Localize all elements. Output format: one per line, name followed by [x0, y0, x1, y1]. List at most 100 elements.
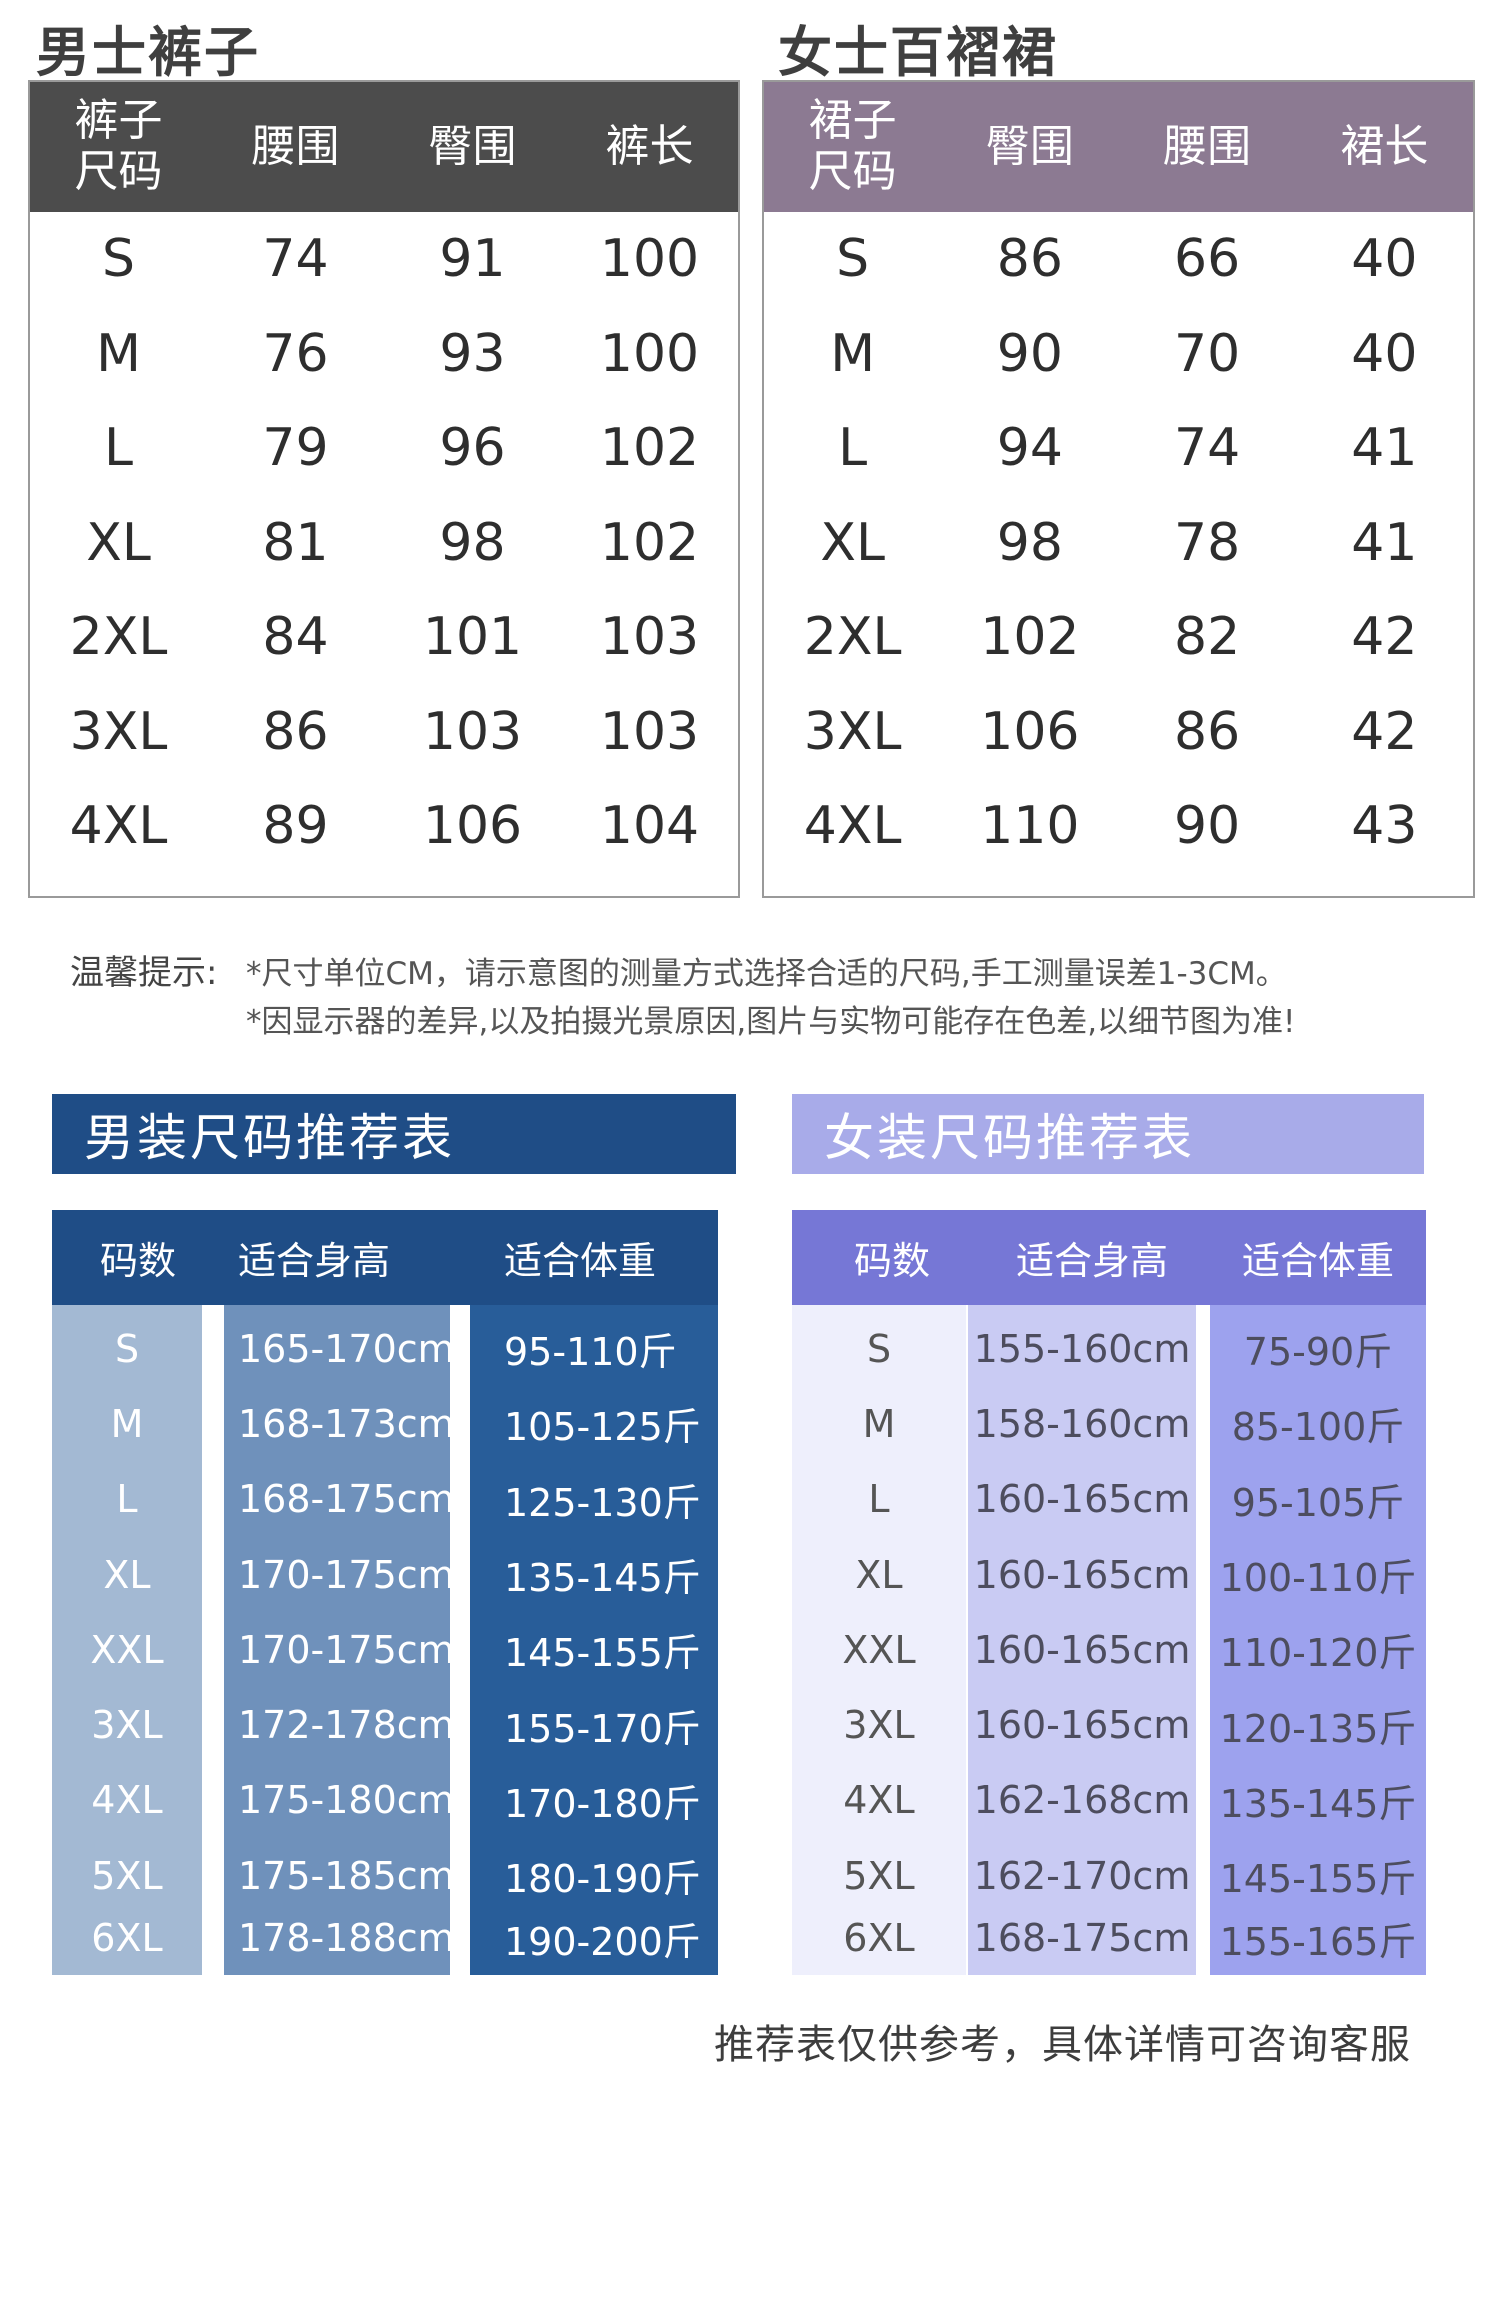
men-rec-size-cell: 6XL [91, 1916, 163, 1961]
women-rec-weight-cell: 155-165斤 [1219, 1919, 1417, 1964]
women-skirt-cell: 42 [1351, 607, 1418, 668]
women-rec-size-cell: XXL [842, 1627, 916, 1672]
men-rec-height-cell: 168-173cm [238, 1401, 455, 1446]
men-rec-weight-cell: 155-170斤 [504, 1706, 701, 1751]
men-pants-row: XL 81 98 102 [30, 496, 738, 591]
men-pants-chart-body: S 74 91 100 M 76 93 100 L 79 96 102 XL 81 98 102 2XL 84 10… [30, 212, 738, 874]
women-rec-weight-cell: 135-145斤 [1219, 1781, 1417, 1826]
women-skirt-cell: 43 [1351, 796, 1418, 857]
women-skirt-cell: 41 [1351, 512, 1418, 573]
men-pants-cell: 100 [599, 323, 700, 384]
men-rec-size-cell: 4XL [91, 1778, 163, 1823]
men-pants-cell: 103 [599, 701, 700, 762]
men-pants-cell: 84 [262, 607, 329, 668]
women-rec-weight-cell: 145-155斤 [1219, 1857, 1417, 1902]
men-pants-row: 4XL 89 106 104 [30, 779, 738, 874]
header-hip: 臀围 [985, 120, 1074, 172]
men-pants-cell: 102 [599, 418, 700, 479]
men-pants-cell: L [104, 418, 133, 479]
women-skirt-cell: 82 [1174, 607, 1241, 668]
women-rec-size-column: S M L XL XXL 3XL 4XL 5XL 6XL [792, 1305, 966, 1975]
tips-line2: *因显示器的差异,以及拍摄光景原因,图片与实物可能存在色差,以细节图为准! [246, 1004, 1296, 1040]
header-waist: 腰围 [251, 120, 340, 172]
men-rec-weight-cell: 190-200斤 [504, 1919, 701, 1964]
women-rec-size-cell: 5XL [843, 1853, 915, 1898]
men-rec-height-cell: 175-180cm [238, 1778, 455, 1823]
women-skirt-row: 2XL 102 82 42 [764, 590, 1473, 685]
men-pants-cell: 74 [262, 229, 329, 290]
women-rec-header-weight: 适合体重 [1241, 1239, 1394, 1283]
women-rec-weight-cell: 110-120斤 [1219, 1631, 1417, 1676]
men-rec-weight-cell: 145-155斤 [504, 1631, 701, 1676]
women-skirt-cell: 40 [1351, 323, 1418, 384]
men-pants-cell: S [101, 229, 135, 290]
men-rec-size-cell: L [116, 1477, 138, 1522]
women-rec-height-cell: 162-168cm [973, 1778, 1191, 1823]
men-rec-header-weight: 适合体重 [504, 1239, 657, 1283]
men-rec-height-cell: 170-175cm [238, 1552, 455, 1597]
men-rec-size-column: S M L XL XXL 3XL 4XL 5XL 6XL [52, 1305, 202, 1975]
men-pants-cell: 102 [599, 512, 700, 573]
header-size: 裤子 尺码 [30, 96, 207, 197]
men-pants-title: 男士裤子 [36, 21, 260, 84]
women-rec-size-cell: 4XL [843, 1778, 915, 1823]
women-skirt-cell: 3XL [803, 701, 902, 762]
women-rec-size-cell: S [866, 1326, 892, 1371]
header-size-line1: 裤子 [74, 95, 163, 147]
women-skirt-chart-header: 裙子 尺码 臀围 腰围 裙长 [764, 82, 1473, 212]
men-pants-row: L 79 96 102 [30, 401, 738, 496]
women-skirt-chart-body: S 86 66 40 M 90 70 40 L 94 74 41 XL 98 78 41 2XL 102 82 42 3… [764, 212, 1473, 874]
women-rec-header: 码数 适合身高 适合体重 [792, 1210, 1426, 1305]
men-rec-height-cell: 175-185cm [238, 1853, 455, 1898]
tips-line1: *尺寸单位CM，请示意图的测量方式选择合适的尺码,手工测量误差1-3CM。 [246, 956, 1287, 992]
men-rec-height-cell: 165-170cm [238, 1326, 455, 1371]
women-skirt-row: S 86 66 40 [764, 212, 1473, 307]
men-rec-weight-column: 95-110斤 105-125斤 125-130斤 135-145斤 145-155斤 1… [470, 1305, 718, 1975]
men-pants-cell: 79 [262, 418, 329, 479]
men-rec-size-cell: 3XL [91, 1703, 163, 1748]
women-skirt-row: M 90 70 40 [764, 307, 1473, 402]
header-length: 裙长 [1340, 120, 1429, 172]
women-skirt-cell: 42 [1351, 701, 1418, 762]
women-rec-height-column: 155-160cm 158-160cm 160-165cm 160-165cm 160-… [968, 1305, 1196, 1975]
header-waist: 腰围 [1163, 120, 1252, 172]
men-pants-chart-header: 裤子 尺码 腰围 臀围 裤长 [30, 82, 738, 212]
header-size-line1: 裙子 [808, 95, 897, 147]
men-rec-header-height: 适合身高 [238, 1239, 391, 1283]
header-size-line2: 尺码 [808, 146, 897, 197]
women-skirt-cell: 41 [1351, 418, 1418, 479]
women-skirt-cell: 4XL [803, 796, 902, 857]
women-skirt-cell: 40 [1351, 229, 1418, 290]
men-rec-height-cell: 178-188cm [238, 1916, 455, 1961]
women-rec-size-cell: XL [855, 1552, 903, 1597]
women-rec-height-cell: 160-165cm [973, 1477, 1191, 1522]
women-skirt-row: XL 98 78 41 [764, 496, 1473, 591]
men-rec-weight-cell: 180-190斤 [504, 1857, 701, 1902]
women-skirt-row: L 94 74 41 [764, 401, 1473, 496]
men-pants-cell: 2XL [69, 607, 168, 668]
women-skirt-cell: 78 [1174, 512, 1241, 573]
men-rec-size-cell: 5XL [91, 1853, 163, 1898]
women-rec-weight-column: 75-90斤 85-100斤 95-105斤 100-110斤 110-120斤 120-… [1210, 1305, 1426, 1975]
men-pants-cell: 103 [422, 701, 523, 762]
women-skirt-cell: 70 [1174, 323, 1241, 384]
women-rec-height-cell: 158-160cm [973, 1401, 1191, 1446]
women-skirt-row: 3XL 106 86 42 [764, 685, 1473, 780]
men-pants-cell: 86 [262, 701, 329, 762]
men-pants-row: M 76 93 100 [30, 307, 738, 402]
women-skirt-cell: 86 [996, 229, 1063, 290]
men-pants-cell: 91 [439, 229, 506, 290]
men-pants-row: S 74 91 100 [30, 212, 738, 307]
men-rec-weight-cell: 125-130斤 [504, 1480, 701, 1525]
women-skirt-cell: XL [820, 512, 885, 573]
women-skirt-cell: M [830, 323, 876, 384]
women-rec-table: 码数 适合身高 适合体重 S M L XL XXL 3XL 4XL 5XL 6XL 155-16… [792, 1210, 1426, 1975]
men-pants-row: 2XL 84 101 103 [30, 590, 738, 685]
women-skirt-cell: 90 [996, 323, 1063, 384]
women-rec-weight-cell: 95-105斤 [1231, 1480, 1405, 1525]
header-hip: 臀围 [428, 120, 517, 172]
women-rec-height-cell: 155-160cm [973, 1326, 1191, 1371]
men-rec-size-cell: XL [103, 1552, 151, 1597]
men-pants-cell: XL [86, 512, 151, 573]
men-pants-cell: 81 [262, 512, 329, 573]
